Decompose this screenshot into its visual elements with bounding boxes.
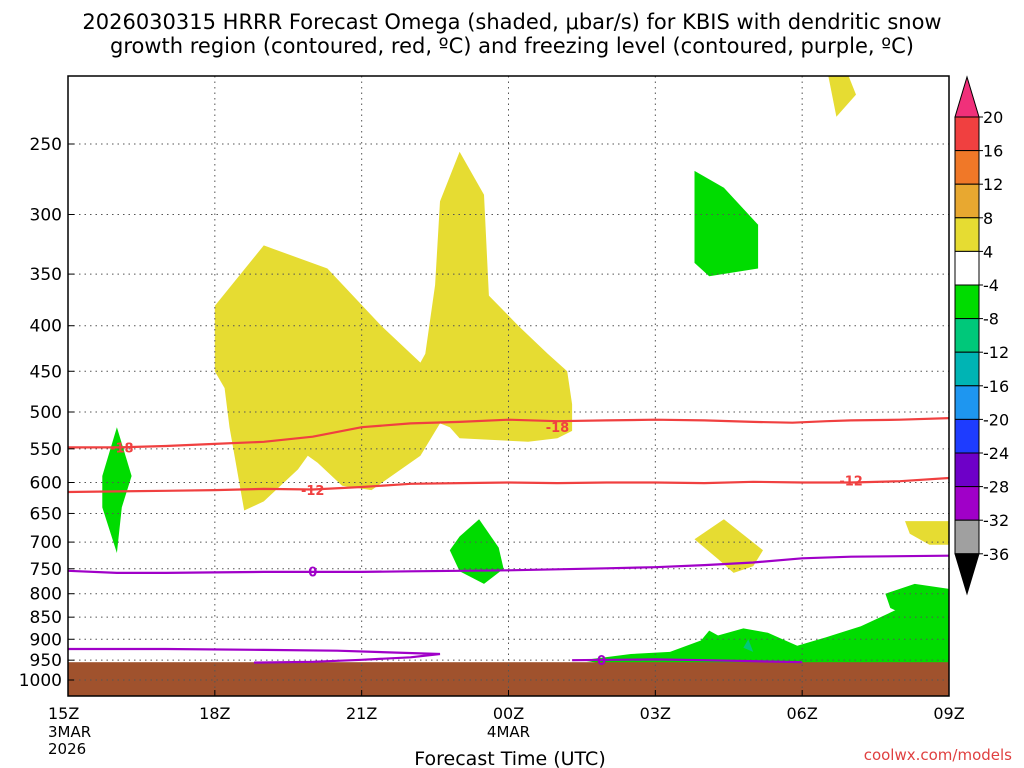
contour-freezing-level-2 (68, 554, 949, 574)
omega-region-2 (694, 519, 763, 573)
colorbar-box-1 (954, 116, 980, 152)
plot-area: -18 -18 -12 -12 0 0 (68, 76, 949, 696)
colorbar-label-5: -4 (983, 276, 999, 295)
y-tick-label-700: 700 (30, 533, 62, 553)
colorbar-label-7: -12 (983, 343, 1009, 362)
omega-region-6 (449, 519, 504, 584)
x-tick-sublabel-15Z-0: 3MAR (48, 723, 91, 741)
omega-region-9 (885, 583, 949, 622)
colorbar-box-2 (954, 150, 980, 185)
omega-region-0 (214, 151, 573, 511)
x-tick-label-09Z: 09Z (933, 704, 964, 723)
colorbar-label-4: 4 (983, 242, 993, 261)
x-tick-label-18Z: 18Z (199, 704, 230, 723)
colorbar-label-8: -16 (983, 377, 1009, 396)
contour-dgz-1 (68, 476, 949, 494)
chart-title-line-1: 2026030315 HRRR Forecast Omega (shaded, … (82, 10, 942, 34)
y-tick-label-600: 600 (30, 473, 62, 493)
x-tick-label-03Z: 03Z (640, 704, 671, 723)
x-tick-sublabel-00Z-0: 4MAR (487, 723, 530, 741)
credit-text: coolwx.com/models (864, 746, 1012, 764)
y-tick-label-850: 850 (30, 608, 62, 628)
x-tick-label-00Z: 00Z (493, 704, 524, 723)
y-tick-label-400: 400 (30, 317, 62, 337)
omega-region-1 (828, 76, 856, 117)
colorbar-top-arrow (954, 75, 980, 118)
omega-region-3 (905, 521, 949, 545)
colorbar-label-11: -28 (983, 478, 1009, 497)
x-tick-sublabel-15Z-1: 2026 (48, 740, 86, 758)
y-tick-label-450: 450 (30, 362, 62, 382)
omega-region-8 (581, 605, 949, 667)
colorbar-box-7 (954, 318, 980, 353)
y-tick-label-800: 800 (30, 585, 62, 605)
y-tick-label-650: 650 (30, 504, 62, 524)
colorbar-label-10: -24 (983, 444, 1009, 463)
omega-region-4 (694, 170, 759, 277)
colorbar-box-12 (954, 486, 980, 521)
y-tick-label-500: 500 (30, 403, 62, 423)
colorbar-bottom-arrow (954, 553, 980, 596)
contour-label-dgz-1: -18 (546, 421, 570, 436)
x-tick-label-06Z: 06Z (787, 704, 818, 723)
colorbar-label-12: -32 (983, 511, 1009, 530)
y-tick-label-1000: 1000 (19, 671, 62, 691)
colorbar-box-9 (954, 385, 980, 420)
colorbar-label-1: 16 (983, 142, 1003, 161)
colorbar-label-0: 20 (983, 108, 1003, 127)
contour-label-dgz-0: -12 (301, 484, 325, 499)
colorbar-box-11 (954, 452, 980, 488)
colorbar-box-13 (954, 519, 980, 555)
contour-label-dgz-1: -12 (839, 475, 863, 490)
contour-freezing-level-low-4 (572, 658, 803, 664)
colorbar-box-10 (954, 418, 980, 454)
x-tick-label-21Z: 21Z (346, 704, 377, 723)
contour-label-freezing-level-low-0: 0 (597, 654, 606, 669)
colorbar-label-2: 12 (983, 175, 1003, 194)
colorbar-label-3: 8 (983, 209, 993, 228)
y-tick-label-350: 350 (30, 265, 62, 285)
y-tick-label-750: 750 (30, 560, 62, 580)
contour-label-dgz-0: -18 (110, 441, 134, 456)
y-tick-label-550: 550 (30, 440, 62, 460)
contour-freezing-level-low-3 (68, 647, 441, 664)
x-axis-label: Forecast Time (UTC) (414, 748, 605, 768)
y-tick-label-900: 900 (30, 630, 62, 650)
colorbar-box-8 (954, 351, 980, 387)
colorbar-box-3 (954, 183, 980, 219)
colorbar-label-6: -8 (983, 310, 999, 329)
contour-label-freezing-level-0: 0 (308, 565, 317, 580)
colorbar-label-13: -36 (983, 545, 1009, 564)
colorbar-box-6 (954, 284, 980, 320)
x-tick-label-15Z: 15Z (48, 704, 79, 723)
colorbar-box-5 (954, 250, 980, 286)
omega-region-5 (102, 427, 132, 553)
y-tick-label-250: 250 (30, 135, 62, 155)
y-tick-label-950: 950 (30, 651, 62, 671)
contour-dgz-0 (68, 417, 949, 449)
omega-region-10 (743, 639, 754, 652)
colorbar-label-9: -20 (983, 410, 1009, 429)
colorbar-box-4 (954, 217, 980, 252)
y-tick-label-300: 300 (30, 205, 62, 225)
chart-title-line-2: growth region (contoured, red, ºC) and f… (110, 34, 914, 58)
